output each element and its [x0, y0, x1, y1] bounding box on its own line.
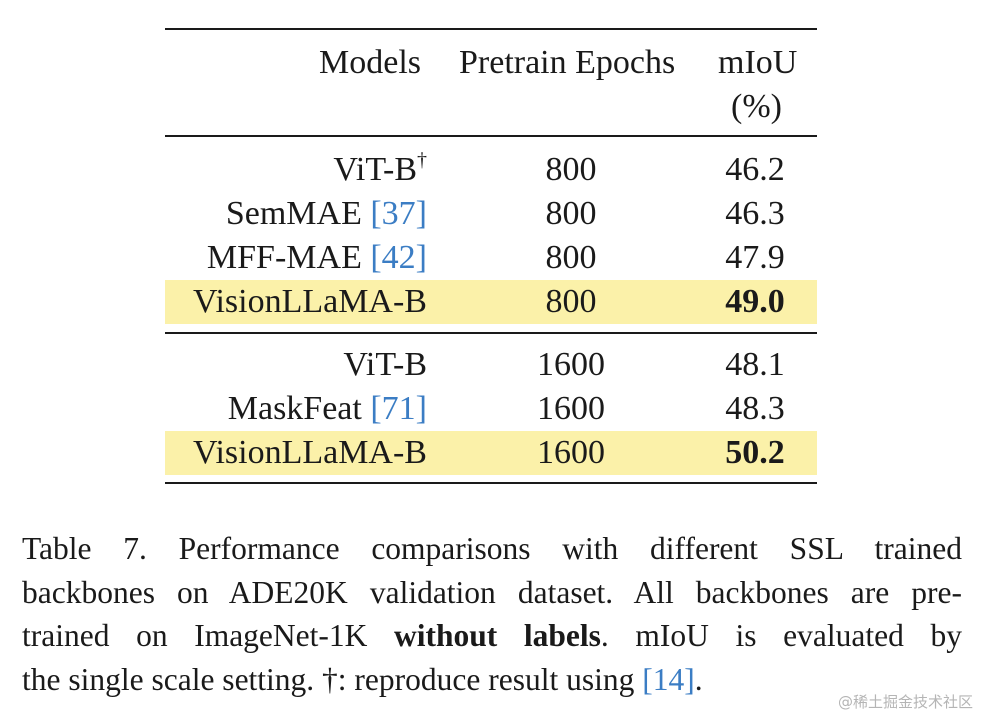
caption-line: Table 7. Performance comparisons with di… — [22, 531, 962, 566]
bottom-rule — [165, 482, 817, 484]
citation-link[interactable]: [71] — [370, 390, 427, 427]
model-cell: VisionLLaMA-B — [192, 434, 427, 471]
table-caption: Table 7. Performance comparisons with di… — [22, 527, 962, 701]
model-cell: MaskFeat [71] — [227, 390, 427, 427]
miou-cell: 47.9 — [725, 239, 785, 276]
miou-cell-best: 50.2 — [725, 434, 785, 471]
epochs-cell: 800 — [545, 283, 597, 320]
highlighted-row: VisionLLaMA-B 1600 50.2 — [165, 431, 817, 475]
dagger-mark: † — [417, 149, 427, 171]
miou-cell: 48.1 — [725, 346, 785, 383]
epochs-cell: 800 — [545, 239, 597, 276]
header-rule — [165, 135, 817, 137]
caption-line: trained on ImageNet-1K without labels. m… — [22, 618, 962, 653]
header-pretrain-epochs: Pretrain Epochs — [459, 44, 676, 81]
header-miou: mIoU — [718, 44, 798, 81]
model-cell: MFF-MAE [42] — [206, 239, 427, 276]
table-row: ViT-B 1600 48.1 — [165, 343, 817, 387]
epochs-cell: 1600 — [537, 346, 605, 383]
miou-cell: 46.2 — [725, 151, 785, 188]
miou-cell: 46.3 — [725, 195, 785, 232]
epochs-cell: 800 — [545, 195, 597, 232]
highlighted-row: VisionLLaMA-B 800 49.0 — [165, 280, 817, 324]
citation-link[interactable]: [42] — [370, 239, 427, 276]
top-rule — [165, 28, 817, 30]
header-miou-unit: (%) — [731, 88, 782, 125]
caption-line: the single scale setting. †: reproduce r… — [22, 661, 703, 697]
epochs-cell: 1600 — [537, 390, 605, 427]
table-row: MFF-MAE [42] 800 47.9 — [165, 236, 817, 280]
table-row: MaskFeat [71] 1600 48.3 — [165, 387, 817, 431]
model-cell: SemMAE [37] — [225, 195, 427, 232]
caption-line: backbones on ADE20K validation dataset. … — [22, 574, 962, 610]
citation-link[interactable]: [37] — [370, 195, 427, 232]
watermark: @稀土掘金技术社区 — [837, 693, 973, 711]
miou-cell-best: 49.0 — [725, 283, 785, 320]
model-cell: ViT-B† — [333, 149, 427, 188]
epochs-cell: 1600 — [537, 434, 605, 471]
emphasis-text: without labels — [394, 618, 601, 653]
group-rule — [165, 332, 817, 334]
model-cell: VisionLLaMA-B — [192, 283, 427, 320]
header-models: Models — [319, 44, 421, 81]
table-row: ViT-B† 800 46.2 — [165, 148, 817, 192]
miou-cell: 48.3 — [725, 390, 785, 427]
table-row: SemMAE [37] 800 46.3 — [165, 192, 817, 236]
citation-link[interactable]: [14] — [642, 661, 695, 697]
model-cell: ViT-B — [343, 346, 427, 383]
epochs-cell: 800 — [545, 151, 597, 188]
